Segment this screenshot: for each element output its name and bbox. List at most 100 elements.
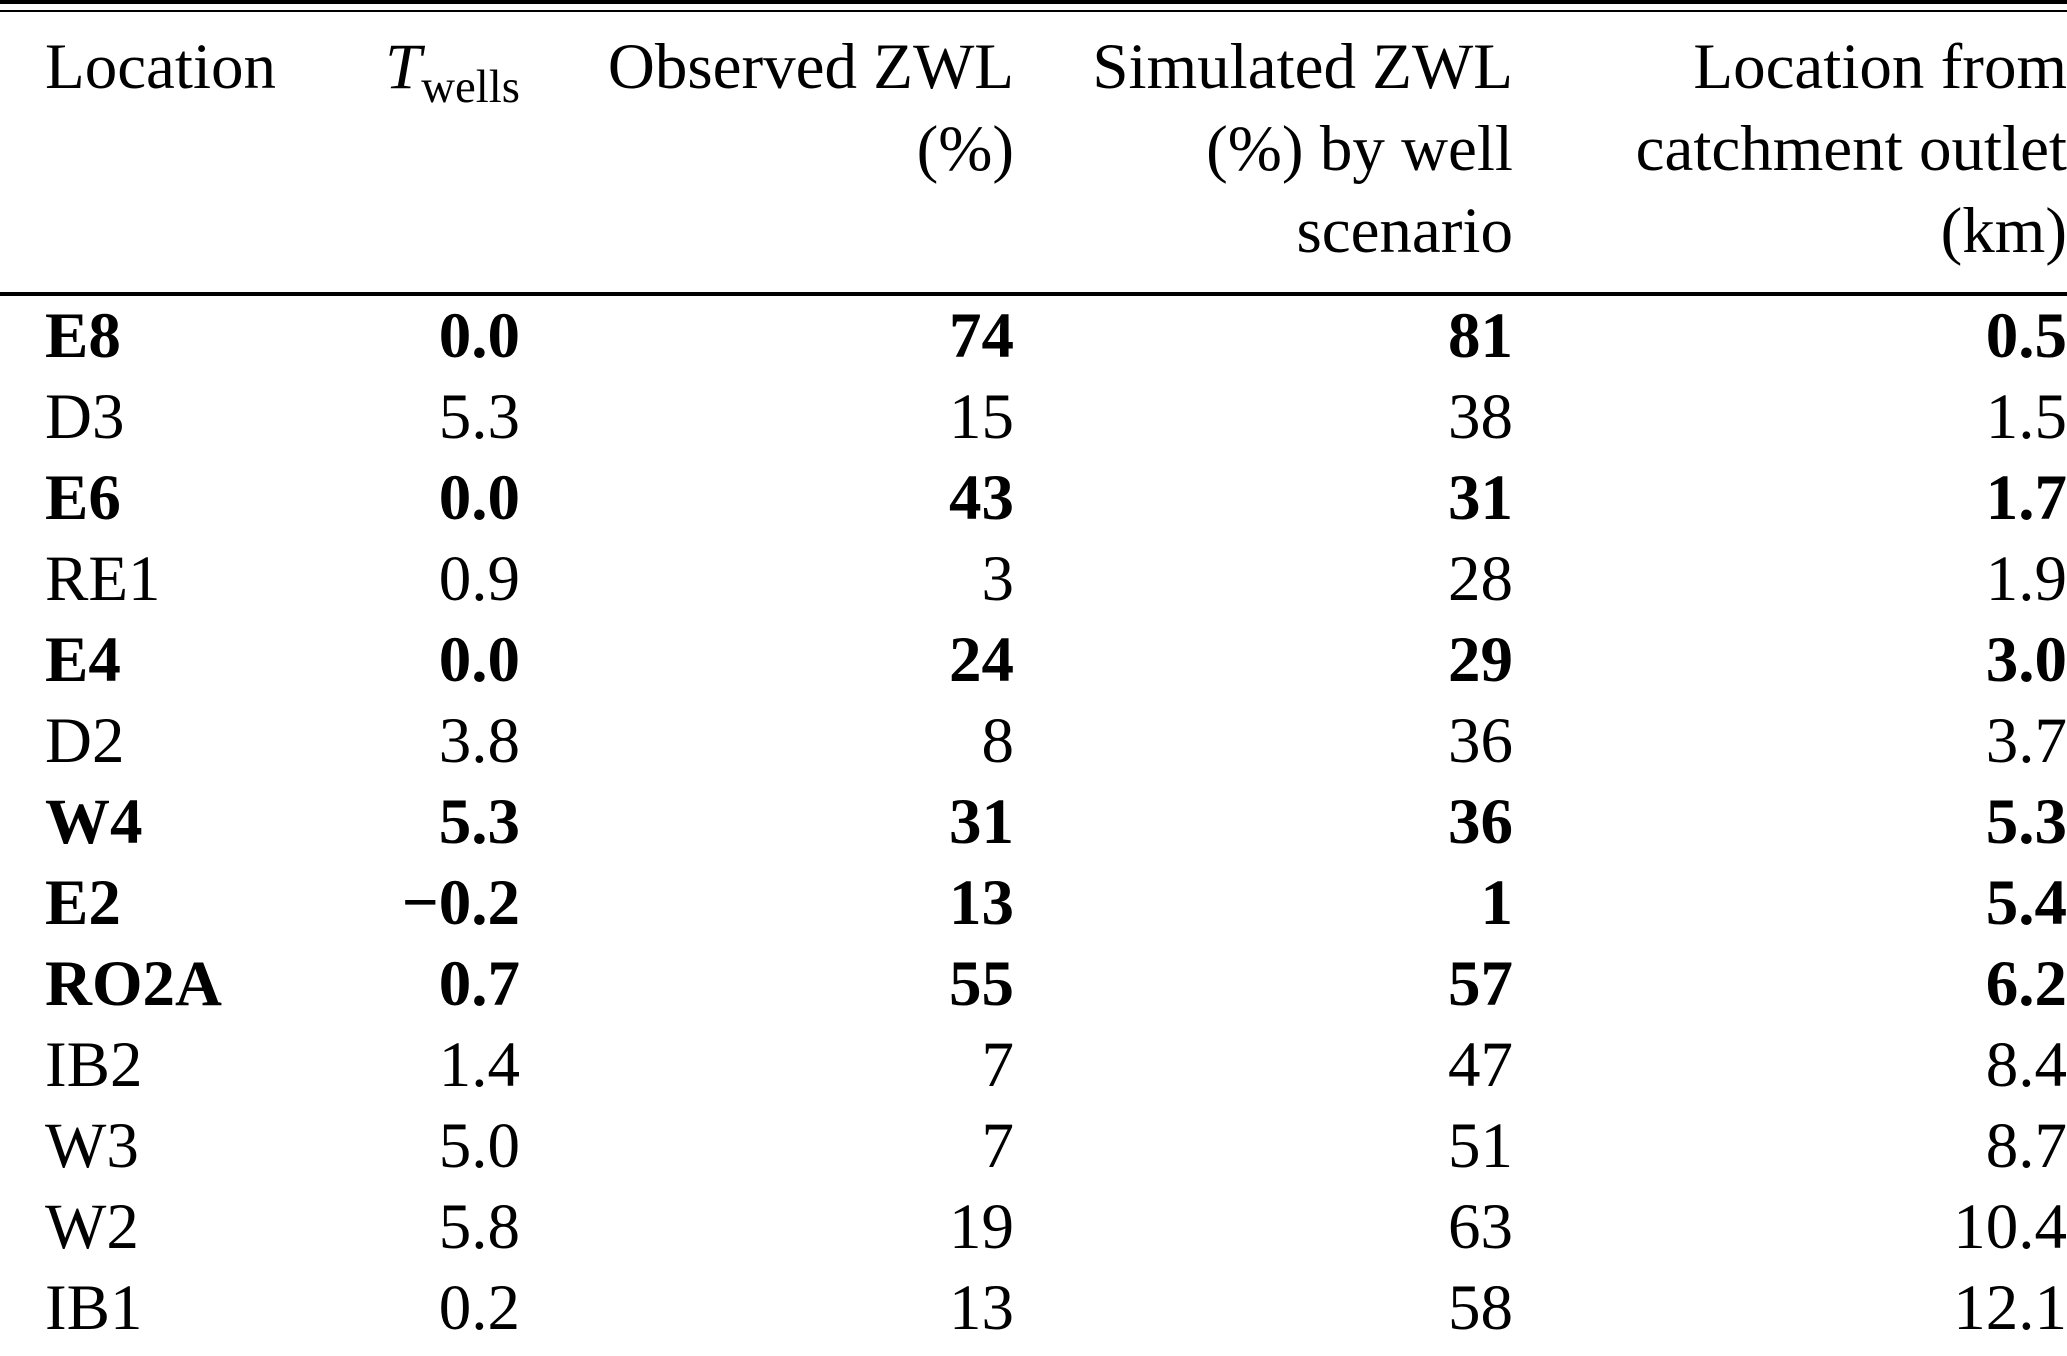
cell-observed-zwl: 19: [949, 1191, 1014, 1263]
cell-outlet-distance: 5.4: [1985, 867, 2067, 939]
twells-symbol: T: [385, 31, 422, 103]
cell-location: D2: [45, 705, 125, 777]
cell-twells: 3.8: [438, 705, 520, 777]
cell-outlet-distance: 5.3: [1985, 786, 2067, 858]
table-row: W2 5.8 19 63 10.4: [0, 1187, 2067, 1268]
header-row: Location Twells Observed ZWL (%) Simulat…: [0, 12, 2067, 296]
cell-location: E6: [45, 462, 121, 534]
cell-outlet-distance: 8.4: [1985, 1029, 2067, 1101]
cell-outlet-distance: 3.7: [1985, 705, 2067, 777]
cell-outlet-distance: 1.7: [1985, 462, 2067, 534]
cell-simulated-zwl: 47: [1448, 1029, 1513, 1101]
col-header-simulated-zwl-line2: (%) by well: [1206, 113, 1513, 185]
cell-twells: 0.9: [438, 543, 520, 615]
col-header-outlet-distance-line3: (km): [1940, 195, 2067, 267]
col-header-outlet-distance: Location from catchment outlet (km): [1513, 12, 2067, 296]
cell-observed-zwl: 8: [981, 705, 1015, 777]
table-row: IB2 1.4 7 47 8.4: [0, 1025, 2067, 1106]
cell-simulated-zwl: 36: [1448, 786, 1513, 858]
table-row: D2 3.8 8 36 3.7: [0, 701, 2067, 782]
col-header-location: Location: [0, 12, 330, 296]
cell-simulated-zwl: 51: [1448, 1110, 1513, 1182]
cell-location: E2: [45, 867, 121, 939]
table-header: Location Twells Observed ZWL (%) Simulat…: [0, 12, 2067, 296]
table-top-rule-thick: [0, 0, 2067, 4]
cell-location: IB2: [45, 1029, 143, 1101]
cell-twells: 0.7: [438, 948, 520, 1020]
table-top-rule-thin: [0, 10, 2067, 12]
col-header-simulated-zwl: Simulated ZWL (%) by well scenario: [1014, 12, 1513, 296]
col-header-outlet-distance-line2: catchment outlet: [1635, 113, 2067, 185]
cell-twells: 5.0: [438, 1110, 520, 1182]
table-row: E8 0.0 74 81 0.5: [0, 294, 2067, 377]
col-header-observed-zwl-line1: Observed ZWL: [607, 31, 1014, 103]
cell-observed-zwl: 43: [949, 462, 1014, 534]
cell-simulated-zwl: 1: [1480, 867, 1514, 939]
cell-outlet-distance: 1.9: [1985, 543, 2067, 615]
cell-simulated-zwl: 63: [1448, 1191, 1513, 1263]
cell-location: E4: [45, 624, 121, 696]
cell-simulated-zwl: 38: [1448, 381, 1513, 453]
cell-location: IB1: [45, 1272, 143, 1344]
well-scenario-table: Location Twells Observed ZWL (%) Simulat…: [0, 12, 2067, 1349]
cell-outlet-distance: 0.5: [1985, 300, 2067, 372]
cell-observed-zwl: 7: [981, 1029, 1015, 1101]
cell-location: W4: [45, 786, 143, 858]
twells-subscript: wells: [421, 61, 520, 113]
cell-location: RO2A: [45, 948, 222, 1020]
cell-outlet-distance: 12.1: [1953, 1272, 2067, 1344]
col-header-twells: Twells: [330, 12, 520, 296]
cell-twells: 0.0: [438, 624, 520, 696]
cell-twells: 0.0: [438, 300, 520, 372]
cell-observed-zwl: 24: [949, 624, 1014, 696]
table-row: D3 5.3 15 38 1.5: [0, 377, 2067, 458]
table-row: IB1 0.2 13 58 12.1: [0, 1268, 2067, 1349]
cell-outlet-distance: 3.0: [1985, 624, 2067, 696]
cell-twells: 5.8: [438, 1191, 520, 1263]
cell-location: W3: [45, 1110, 139, 1182]
table-row: E4 0.0 24 29 3.0: [0, 620, 2067, 701]
cell-twells: 5.3: [438, 381, 520, 453]
cell-location: W2: [45, 1191, 139, 1263]
cell-outlet-distance: 10.4: [1953, 1191, 2067, 1263]
table-row: E6 0.0 43 31 1.7: [0, 458, 2067, 539]
col-header-observed-zwl-line2: (%): [916, 113, 1014, 185]
table-row: W4 5.3 31 36 5.3: [0, 782, 2067, 863]
cell-location: D3: [45, 381, 125, 453]
cell-simulated-zwl: 31: [1448, 462, 1513, 534]
cell-observed-zwl: 55: [949, 948, 1014, 1020]
table-row: W3 5.0 7 51 8.7: [0, 1106, 2067, 1187]
col-header-outlet-distance-line1: Location from: [1693, 31, 2067, 103]
cell-twells: 1.4: [438, 1029, 520, 1101]
cell-twells: 0.2: [438, 1272, 520, 1344]
cell-location: RE1: [45, 543, 161, 615]
col-header-observed-zwl: Observed ZWL (%): [520, 12, 1014, 296]
cell-observed-zwl: 13: [949, 1272, 1014, 1344]
cell-location: E8: [45, 300, 121, 372]
cell-observed-zwl: 31: [949, 786, 1014, 858]
cell-observed-zwl: 7: [981, 1110, 1015, 1182]
cell-simulated-zwl: 57: [1448, 948, 1513, 1020]
col-header-simulated-zwl-line1: Simulated ZWL: [1092, 31, 1513, 103]
cell-outlet-distance: 8.7: [1985, 1110, 2067, 1182]
table-row: RE1 0.9 3 28 1.9: [0, 539, 2067, 620]
cell-twells: −0.2: [401, 867, 520, 939]
cell-outlet-distance: 6.2: [1985, 948, 2067, 1020]
cell-simulated-zwl: 36: [1448, 705, 1513, 777]
col-header-simulated-zwl-line3: scenario: [1296, 195, 1513, 267]
cell-observed-zwl: 74: [949, 300, 1014, 372]
cell-simulated-zwl: 29: [1448, 624, 1513, 696]
col-header-location-label: Location: [45, 31, 277, 103]
cell-twells: 0.0: [438, 462, 520, 534]
cell-observed-zwl: 15: [949, 381, 1014, 453]
table-row: E2 −0.2 13 1 5.4: [0, 863, 2067, 944]
cell-simulated-zwl: 28: [1448, 543, 1513, 615]
cell-twells: 5.3: [438, 786, 520, 858]
table-row: RO2A 0.7 55 57 6.2: [0, 944, 2067, 1025]
cell-observed-zwl: 3: [981, 543, 1015, 615]
cell-outlet-distance: 1.5: [1985, 381, 2067, 453]
cell-observed-zwl: 13: [949, 867, 1014, 939]
cell-simulated-zwl: 81: [1448, 300, 1513, 372]
cell-simulated-zwl: 58: [1448, 1272, 1513, 1344]
